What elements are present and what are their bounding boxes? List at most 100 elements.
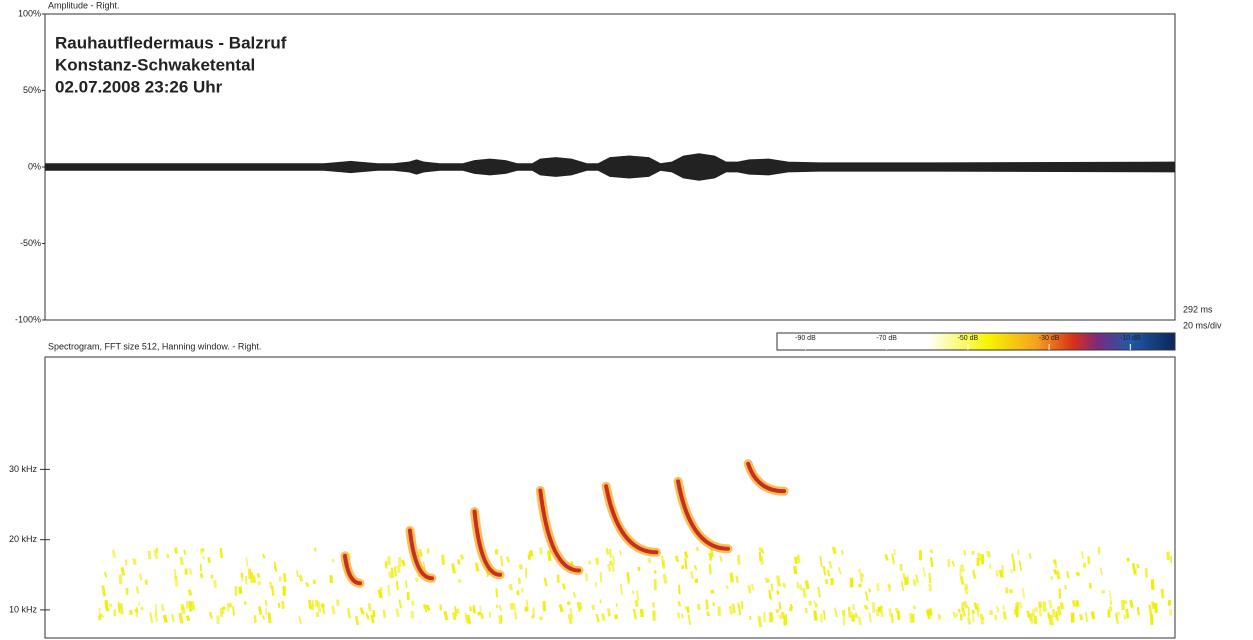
- noise-speck: [914, 606, 916, 609]
- colorbar-label: -30 dB: [1039, 335, 1060, 342]
- noise-speck: [1061, 603, 1062, 610]
- noise-speck: [1109, 590, 1111, 599]
- noise-speck: [283, 601, 284, 609]
- noise-speck: [639, 567, 640, 571]
- noise-speck: [828, 570, 829, 577]
- noise-speck: [155, 613, 156, 622]
- noise-speck: [175, 548, 176, 554]
- noise-speck: [1077, 604, 1078, 607]
- noise-speck: [162, 604, 163, 611]
- noise-speck: [142, 607, 143, 610]
- noise-speck: [263, 616, 264, 620]
- noise-band: [99, 599, 1171, 627]
- noise-speck: [621, 584, 623, 595]
- noise-speck: [733, 603, 735, 613]
- noise-speck: [961, 576, 963, 584]
- noise-speck: [1023, 588, 1024, 598]
- noise-speck: [952, 561, 954, 566]
- noise-speck: [332, 559, 334, 562]
- noise-speck: [726, 585, 728, 589]
- noise-speck: [1067, 571, 1068, 578]
- noise-speck: [1146, 568, 1147, 578]
- noise-speck: [664, 574, 666, 583]
- y-tick-label: 30 kHz: [9, 464, 38, 474]
- noise-speck: [175, 569, 176, 579]
- noise-speck: [574, 592, 575, 598]
- noise-speck: [266, 600, 267, 606]
- noise-speck: [140, 574, 141, 581]
- noise-speck: [101, 614, 103, 617]
- annotation: Rauhautfledermaus - Balzruf: [55, 33, 287, 52]
- noise-speck: [712, 590, 713, 593]
- noise-speck: [479, 612, 480, 615]
- noise-speck: [310, 600, 311, 609]
- y-tick-label: 10 kHz: [9, 604, 38, 614]
- noise-speck: [903, 573, 905, 579]
- noise-speck: [1103, 590, 1104, 593]
- chart-title: Spectrogram, FFT size 512, Hanning windo…: [48, 341, 261, 351]
- noise-speck: [390, 572, 391, 578]
- noise-speck: [255, 615, 256, 623]
- noise-speck: [103, 586, 105, 597]
- noise-speck: [1137, 564, 1138, 568]
- noise-speck: [818, 587, 820, 598]
- page: Amplitude - Right.Rauhautfledermaus - Ba…: [0, 0, 1253, 640]
- noise-speck: [545, 578, 547, 586]
- noise-speck: [923, 567, 925, 577]
- noise-speck: [628, 572, 629, 580]
- noise-speck: [299, 616, 301, 623]
- noise-speck: [1049, 614, 1051, 625]
- noise-speck: [856, 613, 857, 618]
- noise-speck: [514, 603, 515, 610]
- noise-speck: [1058, 606, 1060, 615]
- noise-speck: [1036, 607, 1037, 612]
- noise-speck: [685, 552, 687, 558]
- noise-speck: [975, 603, 977, 610]
- noise-speck: [1162, 589, 1163, 599]
- noise-speck: [228, 603, 229, 611]
- noise-speck: [910, 613, 911, 623]
- noise-speck: [1057, 570, 1059, 579]
- noise-speck: [1065, 585, 1066, 589]
- noise-speck: [427, 605, 429, 611]
- noise-speck: [458, 560, 459, 565]
- noise-speck: [254, 575, 255, 582]
- noise-speck: [221, 548, 222, 558]
- noise-speck: [189, 590, 190, 596]
- noise-speck: [1003, 565, 1004, 574]
- noise-speck: [1040, 611, 1041, 617]
- noise-speck: [779, 602, 780, 610]
- noise-speck: [284, 573, 285, 582]
- noise-speck: [613, 555, 614, 565]
- noise-speck: [1073, 600, 1074, 606]
- noise-speck: [541, 617, 542, 620]
- noise-speck: [997, 606, 999, 612]
- noise-speck: [259, 582, 261, 585]
- noise-speck: [931, 557, 932, 567]
- y-tick-label: 20 kHz: [9, 534, 38, 544]
- noise-speck: [597, 614, 599, 622]
- noise-speck: [772, 584, 773, 591]
- noise-speck: [815, 610, 816, 620]
- noise-speck: [804, 588, 806, 598]
- noise-speck: [245, 601, 246, 604]
- noise-speck: [969, 617, 970, 625]
- noise-speck: [816, 603, 817, 607]
- noise-speck: [869, 589, 870, 593]
- noise-speck: [965, 601, 967, 608]
- y-tick-label: 100%: [18, 8, 41, 18]
- noise-speck: [930, 608, 931, 615]
- noise-speck: [323, 607, 324, 614]
- noise-speck: [796, 557, 797, 564]
- noise-speck: [297, 570, 298, 576]
- noise-speck: [300, 575, 302, 581]
- noise-speck: [424, 604, 425, 609]
- noise-speck: [560, 605, 562, 612]
- y-tick-label: 0%: [28, 161, 41, 171]
- noise-speck: [761, 556, 762, 565]
- noise-speck: [192, 601, 193, 609]
- noise-speck: [826, 579, 827, 584]
- noise-speck: [783, 612, 784, 619]
- noise-speck: [1028, 611, 1029, 618]
- noise-speck: [531, 550, 532, 556]
